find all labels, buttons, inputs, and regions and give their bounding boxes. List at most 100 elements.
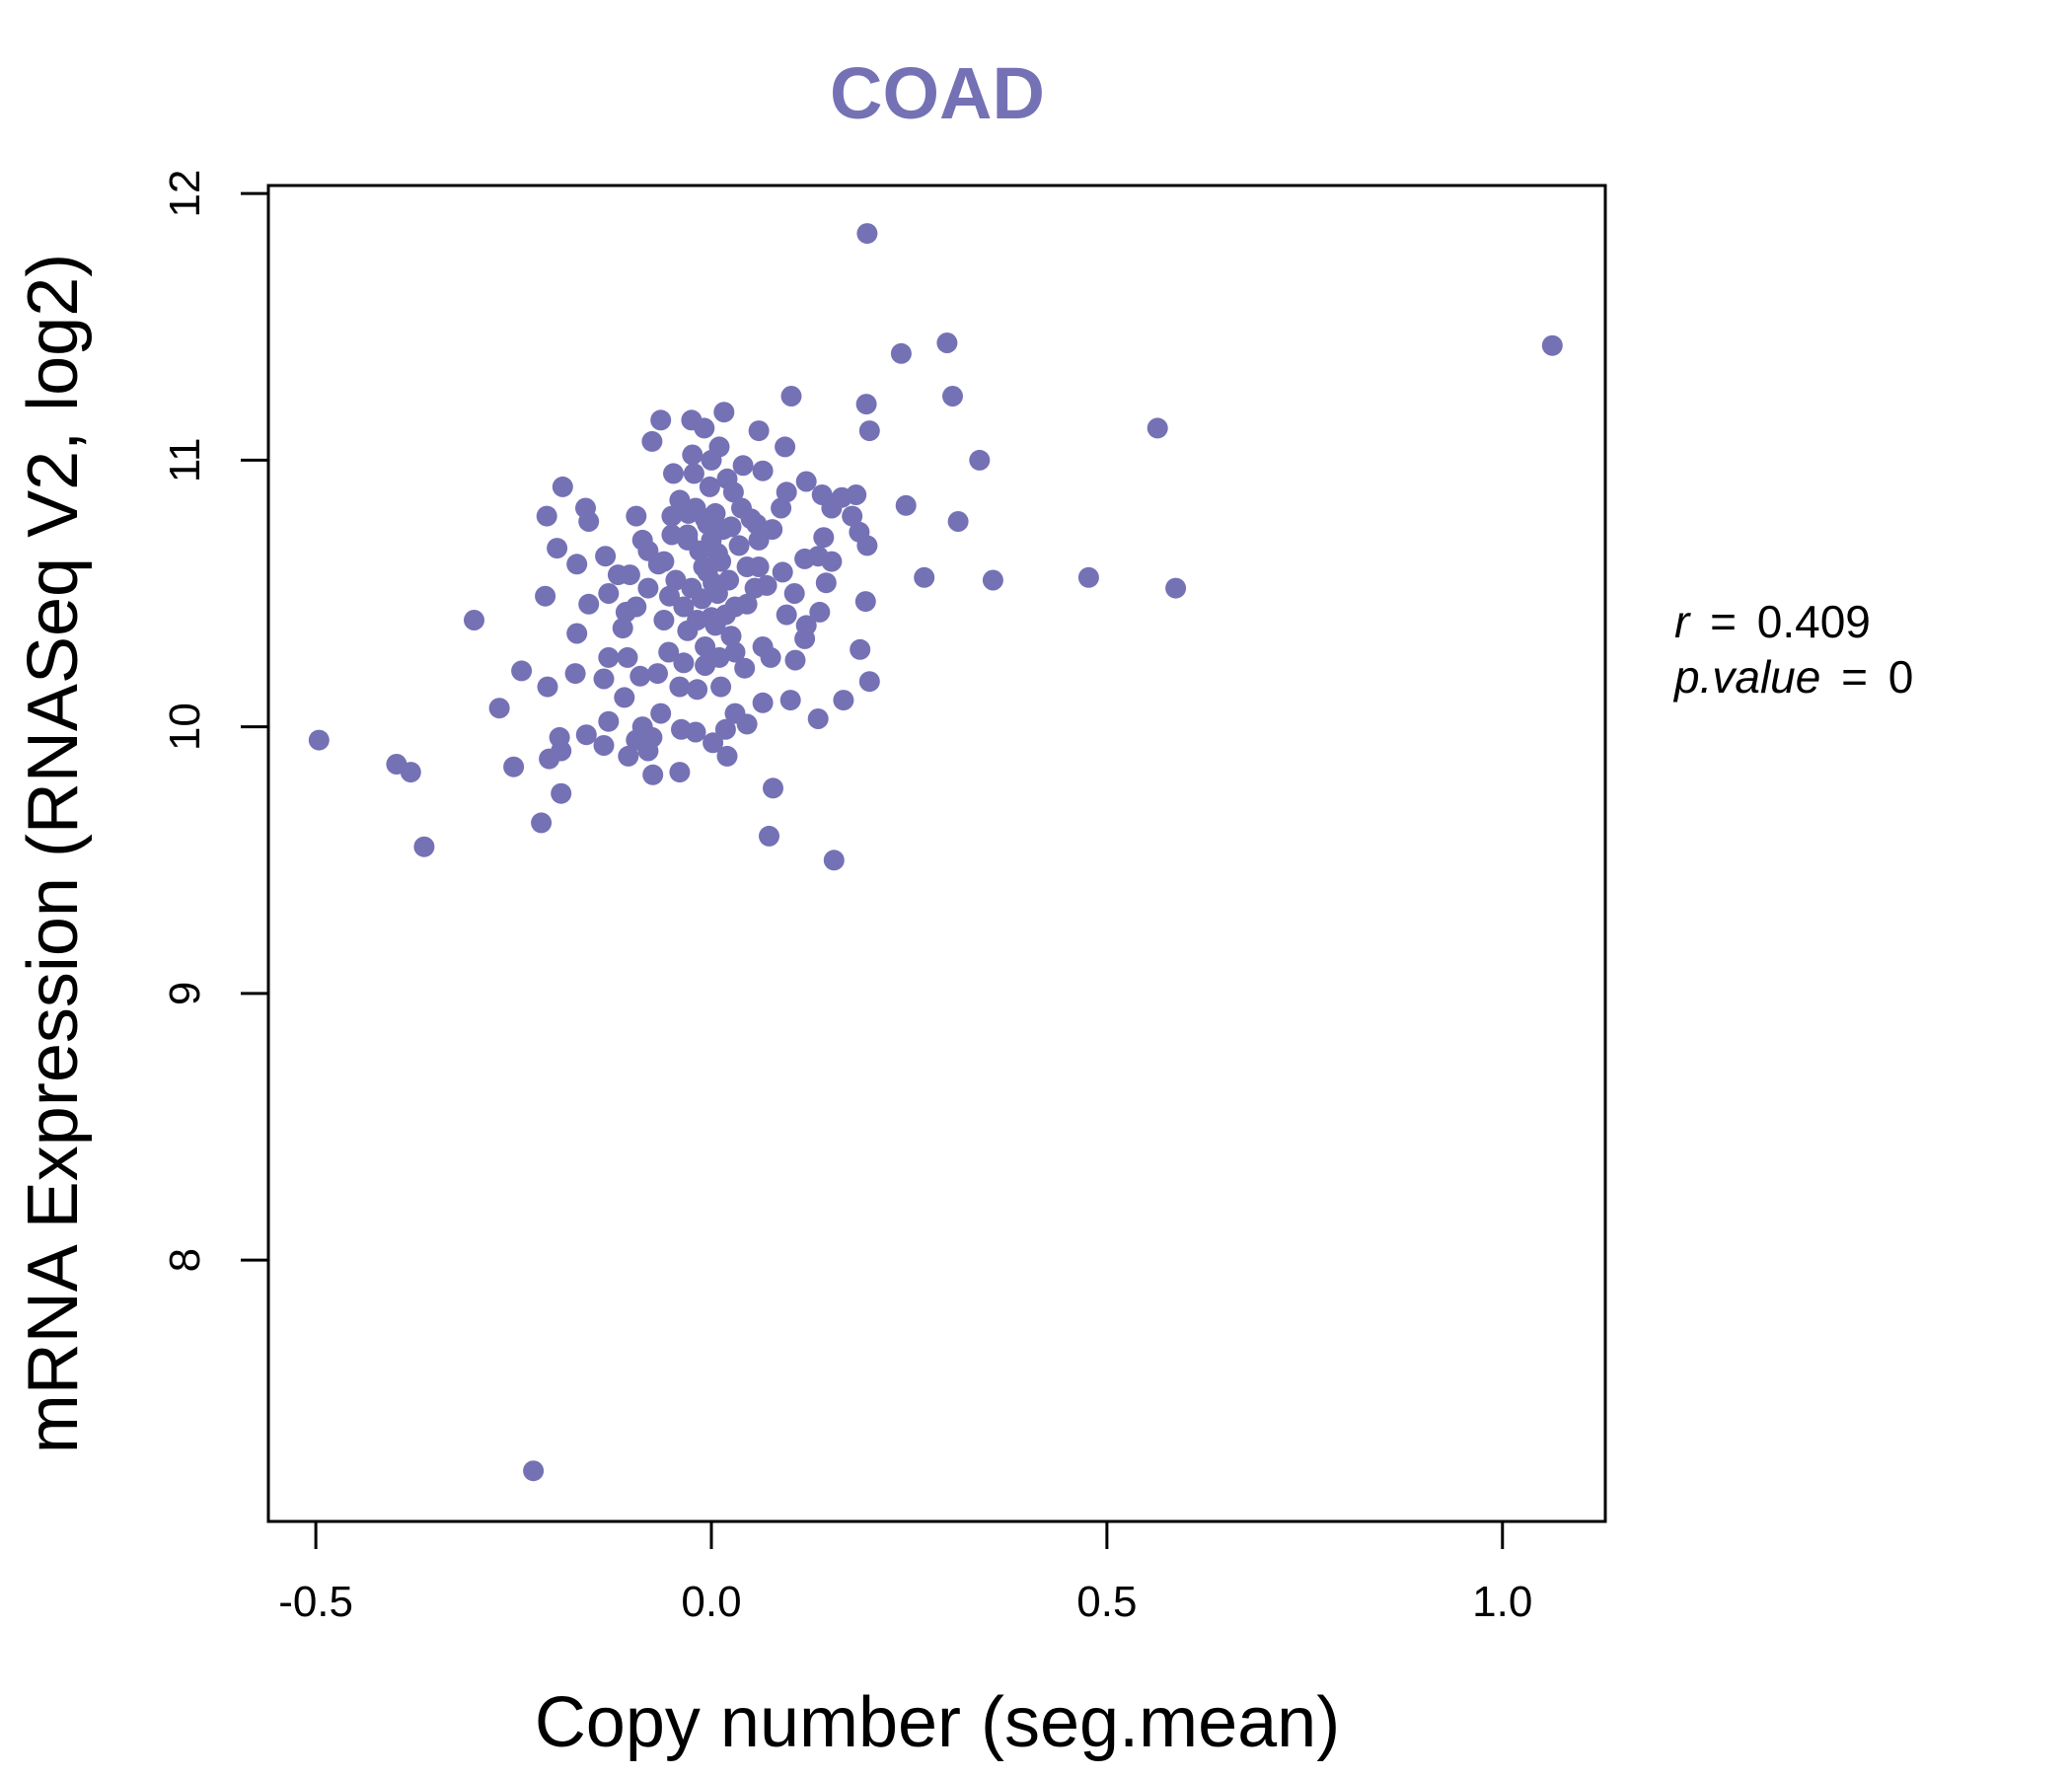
- data-point: [552, 476, 573, 497]
- data-point: [1147, 417, 1168, 439]
- data-point: [732, 455, 754, 477]
- y-tick-label: 9: [161, 982, 209, 1005]
- data-point: [595, 546, 617, 567]
- data-point: [720, 626, 742, 647]
- data-point: [663, 463, 684, 484]
- data-point: [547, 538, 568, 559]
- data-point: [714, 604, 736, 626]
- data-point: [593, 668, 615, 690]
- data-point: [704, 502, 726, 524]
- data-point: [856, 223, 878, 245]
- data-point: [856, 535, 878, 556]
- data-point: [708, 646, 730, 668]
- data-point: [833, 690, 854, 711]
- data-point: [677, 620, 699, 641]
- data-point: [626, 505, 647, 527]
- x-axis: -0.5 0.0 0.5 1.0: [278, 1519, 1532, 1626]
- data-point: [691, 588, 712, 610]
- data-point: [642, 764, 664, 785]
- data-point: [776, 481, 797, 503]
- r-annotation: r = 0.409: [1674, 596, 1871, 647]
- data-point: [713, 402, 735, 423]
- data-point: [936, 333, 958, 353]
- data-point: [763, 777, 783, 799]
- data-point: [748, 420, 770, 442]
- data-point: [464, 610, 484, 630]
- data-point: [734, 657, 756, 679]
- data-point: [855, 394, 877, 415]
- data-point: [850, 638, 871, 660]
- data-point: [942, 386, 963, 407]
- p-annotation: p.value = 0: [1672, 651, 1913, 703]
- data-point: [823, 850, 845, 871]
- r-label: r: [1674, 596, 1691, 647]
- data-point: [653, 551, 675, 572]
- data-point: [784, 649, 806, 671]
- data-point: [641, 430, 663, 452]
- y-tick-label: 8: [161, 1248, 209, 1272]
- data-point: [564, 663, 586, 685]
- data-point: [724, 641, 746, 663]
- data-point: [710, 676, 732, 698]
- r-value: 0.409: [1757, 596, 1871, 647]
- data-point: [760, 646, 781, 668]
- data-point: [617, 646, 638, 668]
- data-point: [914, 566, 935, 588]
- data-point: [821, 551, 843, 572]
- data-point: [947, 511, 969, 532]
- data-point: [748, 529, 770, 551]
- data-point: [647, 663, 668, 685]
- data-point: [658, 641, 680, 663]
- data-point: [665, 569, 687, 591]
- data-point: [669, 762, 691, 783]
- data-point: [772, 561, 793, 583]
- data-point: [503, 756, 525, 777]
- data-point: [536, 505, 557, 527]
- data-point: [598, 646, 620, 668]
- data-point: [722, 481, 744, 503]
- data-point: [531, 812, 553, 834]
- data-point: [701, 529, 722, 551]
- data-point: [895, 494, 917, 516]
- x-tick-label: 0.5: [1076, 1578, 1137, 1626]
- data-point: [716, 745, 738, 767]
- data-point: [650, 409, 672, 431]
- data-point: [661, 524, 683, 546]
- plot-frame: [266, 184, 1607, 1523]
- data-point: [673, 596, 695, 618]
- data-point: [969, 449, 991, 471]
- data-point: [858, 420, 880, 442]
- data-point: [566, 623, 588, 644]
- y-axis: 8 9 10 11 12: [161, 170, 270, 1272]
- x-tick-label: 1.0: [1472, 1578, 1532, 1626]
- data-point: [1165, 577, 1187, 599]
- data-point: [607, 564, 629, 586]
- x-axis-label: Copy number (seg.mean): [535, 1683, 1340, 1762]
- x-tick-label: 0.0: [681, 1578, 741, 1626]
- data-point: [752, 692, 774, 713]
- data-point: [694, 417, 715, 439]
- r-equals: =: [1710, 596, 1737, 647]
- data-point: [598, 710, 620, 732]
- data-point: [775, 436, 796, 458]
- data-point: [1077, 566, 1099, 588]
- p-label: p.value: [1672, 651, 1820, 703]
- data-point: [308, 729, 330, 751]
- data-point: [759, 825, 779, 847]
- data-point: [703, 732, 724, 754]
- data-point: [535, 585, 556, 607]
- data-point: [728, 535, 750, 556]
- data-point: [629, 665, 651, 687]
- data-point: [752, 460, 774, 481]
- data-point: [776, 604, 797, 626]
- data-point: [612, 618, 633, 639]
- data-point: [794, 628, 816, 649]
- data-point: [771, 497, 792, 519]
- data-point: [858, 671, 880, 693]
- data-point: [551, 782, 572, 804]
- chart-title: COAD: [830, 52, 1045, 134]
- data-point: [795, 471, 817, 492]
- data-point: [637, 740, 659, 762]
- data-point: [413, 836, 435, 857]
- data-point: [703, 572, 724, 594]
